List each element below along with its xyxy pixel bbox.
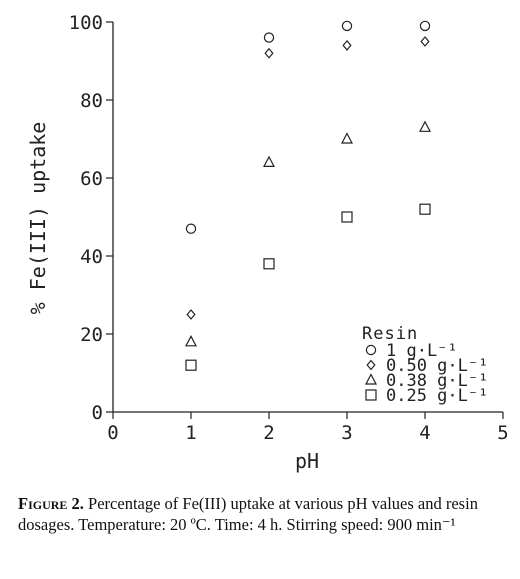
x-tick-label: 2 <box>263 422 274 444</box>
data-point-diamond <box>264 47 274 59</box>
x-tick-label: 0 <box>107 422 118 444</box>
legend-marker-triangle <box>365 373 377 385</box>
x-tick-label: 5 <box>497 422 508 444</box>
data-point-circle <box>185 223 197 234</box>
data-point-diamond <box>342 39 352 51</box>
caption-text: Percentage of Fe(III) uptake at various … <box>18 494 478 534</box>
data-point-triangle <box>341 132 353 144</box>
legend-entry-label: 0.25 g·L⁻¹ <box>386 386 488 406</box>
caption-label: Figure 2. <box>18 494 84 513</box>
data-point-triangle <box>185 335 197 347</box>
figure-caption: Figure 2. Percentage of Fe(III) uptake a… <box>18 493 510 535</box>
data-point-circle <box>419 20 431 32</box>
data-point-square <box>263 258 275 270</box>
legend-entries: 1 g·L⁻¹0.50 g·L⁻¹0.38 g·L⁻¹0.25 g·L⁻¹ <box>365 341 488 406</box>
y-tick-label: 40 <box>80 246 103 268</box>
y-tick-label: 20 <box>80 324 103 346</box>
x-axis-label: pH <box>295 449 319 473</box>
data-points <box>185 20 431 371</box>
legend-entry-label: 0.38 g·L⁻¹ <box>386 371 488 391</box>
data-point-circle <box>263 32 275 43</box>
y-axis-label: % Fe(III) uptake <box>26 122 50 315</box>
data-point-square <box>419 203 431 215</box>
axes <box>112 22 503 413</box>
y-tick-label: 60 <box>80 168 103 190</box>
data-point-triangle <box>419 120 431 132</box>
data-point-diamond <box>186 309 196 320</box>
legend-marker-square <box>365 389 377 401</box>
data-point-diamond <box>420 36 430 47</box>
chart: 0 1 2 3 4 5 0 20 40 60 80 100 pH % Fe(III) uptake R… <box>26 12 509 473</box>
legend-marker-circle <box>365 344 377 356</box>
x-tick-label: 3 <box>341 422 352 444</box>
legend: Resin 1 g·L⁻¹0.50 g·L⁻¹0.38 g·L⁻¹0.25 g·… <box>362 324 488 406</box>
ticks: 0 1 2 3 4 5 0 20 40 60 80 100 <box>69 12 509 444</box>
legend-entry-label: 0.50 g·L⁻¹ <box>386 356 488 376</box>
data-point-square <box>341 211 353 223</box>
y-tick-label: 100 <box>69 12 103 34</box>
legend-title: Resin <box>362 324 418 344</box>
y-tick-label: 0 <box>92 402 103 424</box>
data-point-circle <box>341 20 353 32</box>
x-tick-label: 4 <box>419 422 430 444</box>
legend-entry-label: 1 g·L⁻¹ <box>386 341 458 361</box>
legend-marker-diamond <box>366 359 376 371</box>
data-point-square <box>185 359 197 371</box>
data-point-triangle <box>263 155 275 167</box>
y-tick-label: 80 <box>80 90 103 112</box>
x-tick-label: 1 <box>185 422 196 444</box>
